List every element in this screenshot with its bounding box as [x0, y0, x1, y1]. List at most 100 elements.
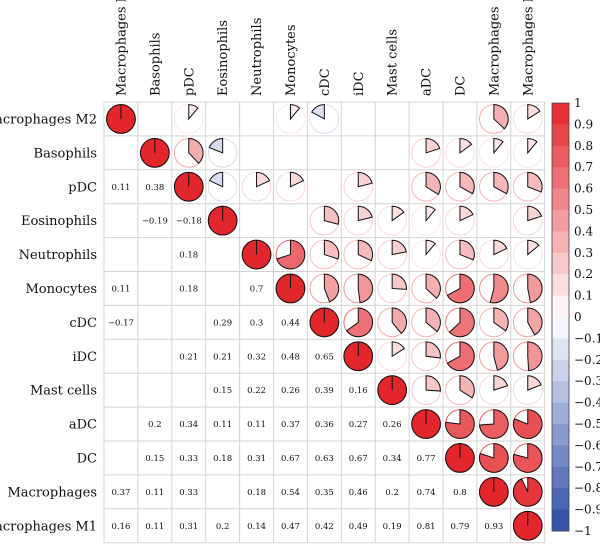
correlation-value: 0.27 [349, 420, 368, 430]
column-label: Eosinophils [216, 20, 231, 96]
pie-mark [493, 341, 509, 371]
pie-mark [512, 409, 543, 439]
pie-mark [459, 375, 475, 399]
colorbar-tick: −0.9 [574, 503, 600, 517]
pie-mark [448, 307, 475, 338]
colorbar-segment [552, 210, 569, 232]
correlation-value: 0.18 [179, 284, 198, 294]
correlation-value: 0.21 [213, 352, 232, 362]
row-label: DC [77, 451, 97, 466]
correlation-value: 0.11 [247, 420, 266, 430]
colorbar-tick: 0.6 [574, 182, 593, 196]
correlation-value: 0.22 [247, 386, 266, 396]
colorbar-segment [552, 488, 569, 510]
correlation-value: 0.67 [281, 454, 300, 464]
pie-mark [527, 104, 541, 120]
correlation-value: 0.3 [250, 318, 264, 328]
pie-mark [527, 137, 538, 155]
correlation-value: 0.54 [281, 488, 300, 498]
colorbar-segment [552, 188, 569, 211]
correlation-value: 0.14 [247, 522, 266, 532]
column-label: aDC [420, 68, 435, 96]
correlation-value: 0.79 [450, 522, 469, 532]
pie-mark [425, 273, 441, 299]
pie-mark [208, 137, 224, 154]
pie-mark [425, 341, 441, 359]
correlation-value: −0.18 [176, 217, 202, 227]
correlation-value: 0.46 [349, 488, 368, 498]
pie-mark [391, 341, 405, 358]
correlation-value: 0.47 [281, 522, 300, 532]
colorbar-tick: 0.2 [574, 267, 593, 281]
colorbar-tick: −0.5 [574, 417, 600, 431]
correlation-value: 0.26 [383, 420, 402, 430]
colorbar-segment [552, 295, 569, 318]
column-label: iDC [352, 71, 367, 96]
pie-mark [478, 409, 509, 439]
pie-mark [188, 137, 204, 165]
pie-mark [209, 171, 224, 188]
correlation-value: 0.37 [111, 488, 130, 498]
correlation-value: 0.2 [385, 488, 399, 498]
column-label: Macrophages M2 [114, 0, 129, 96]
pie-mark [357, 171, 373, 188]
row-label: cDC [69, 316, 97, 331]
pie-mark [188, 104, 199, 121]
pie-mark [425, 307, 441, 333]
colorbar-tick: −0.6 [574, 438, 600, 452]
colorbar-tick: −0.1 [574, 331, 600, 345]
correlation-value: 0.34 [383, 454, 402, 464]
labels-layer: Macrophages M2 Basophils pDC Eosinophils Neu… [0, 0, 536, 534]
correlation-value: 0.29 [213, 318, 232, 328]
pie-mark [357, 273, 374, 304]
correlation-value: 0.7 [250, 284, 264, 294]
correlation-value: 0.18 [213, 454, 232, 464]
correlation-value: 0.15 [145, 454, 164, 464]
pie-mark [391, 307, 407, 335]
pie-mark [323, 273, 340, 303]
correlation-value: 0.8 [453, 488, 467, 498]
colorbar-tick: −0.4 [574, 396, 600, 410]
correlation-value: 0.65 [315, 352, 334, 362]
correlation-value: 0.21 [179, 352, 198, 362]
correlation-value: 0.63 [315, 454, 334, 464]
correlation-value: 0.11 [145, 522, 164, 532]
correlation-value: 0.74 [417, 488, 436, 498]
colorbar-tick: 0.7 [574, 160, 593, 174]
colorbar-tick: 1 [574, 96, 582, 110]
column-label: Neutrophils [250, 18, 265, 96]
colorbar-segment [552, 381, 569, 403]
colorbar-tick: −0.8 [574, 481, 600, 495]
pie-mark [311, 104, 325, 120]
correlation-value: 0.2 [148, 420, 162, 430]
row-label: Macrophages M2 [0, 112, 97, 127]
column-label: Monocytes [284, 24, 299, 96]
correlation-value: 0.38 [145, 183, 164, 193]
correlation-value: 0.16 [349, 386, 368, 396]
colorbar-segment [552, 167, 569, 189]
correlation-value: 0.15 [213, 386, 232, 396]
row-label: Monocytes [25, 282, 97, 297]
colorbar-tick: 0 [574, 310, 582, 324]
pie-mark [289, 171, 305, 188]
pie-mark [425, 239, 436, 256]
colorbar-segment [552, 124, 569, 147]
colorbar-segment [552, 103, 569, 125]
pie-mark [345, 307, 374, 338]
correlation-value: 0.42 [315, 522, 334, 532]
pie-mark [276, 239, 306, 270]
colorbar-tick: 0.5 [574, 203, 593, 217]
row-label: Macrophages [7, 485, 97, 500]
colorbar-segment [552, 445, 569, 468]
pie-mark [479, 443, 509, 473]
pie-mark [512, 443, 543, 473]
correlation-value: −0.19 [142, 217, 168, 227]
correlation-value: 0.32 [247, 352, 266, 362]
colorbar-segment [552, 424, 569, 446]
colorbar-frame [551, 102, 570, 532]
colorbar-tick: 0.8 [574, 139, 593, 153]
correlation-value: 0.18 [247, 488, 266, 498]
correlation-value: 0.19 [383, 522, 402, 532]
pie-mark [459, 205, 474, 222]
correlation-value: 0.11 [145, 488, 164, 498]
